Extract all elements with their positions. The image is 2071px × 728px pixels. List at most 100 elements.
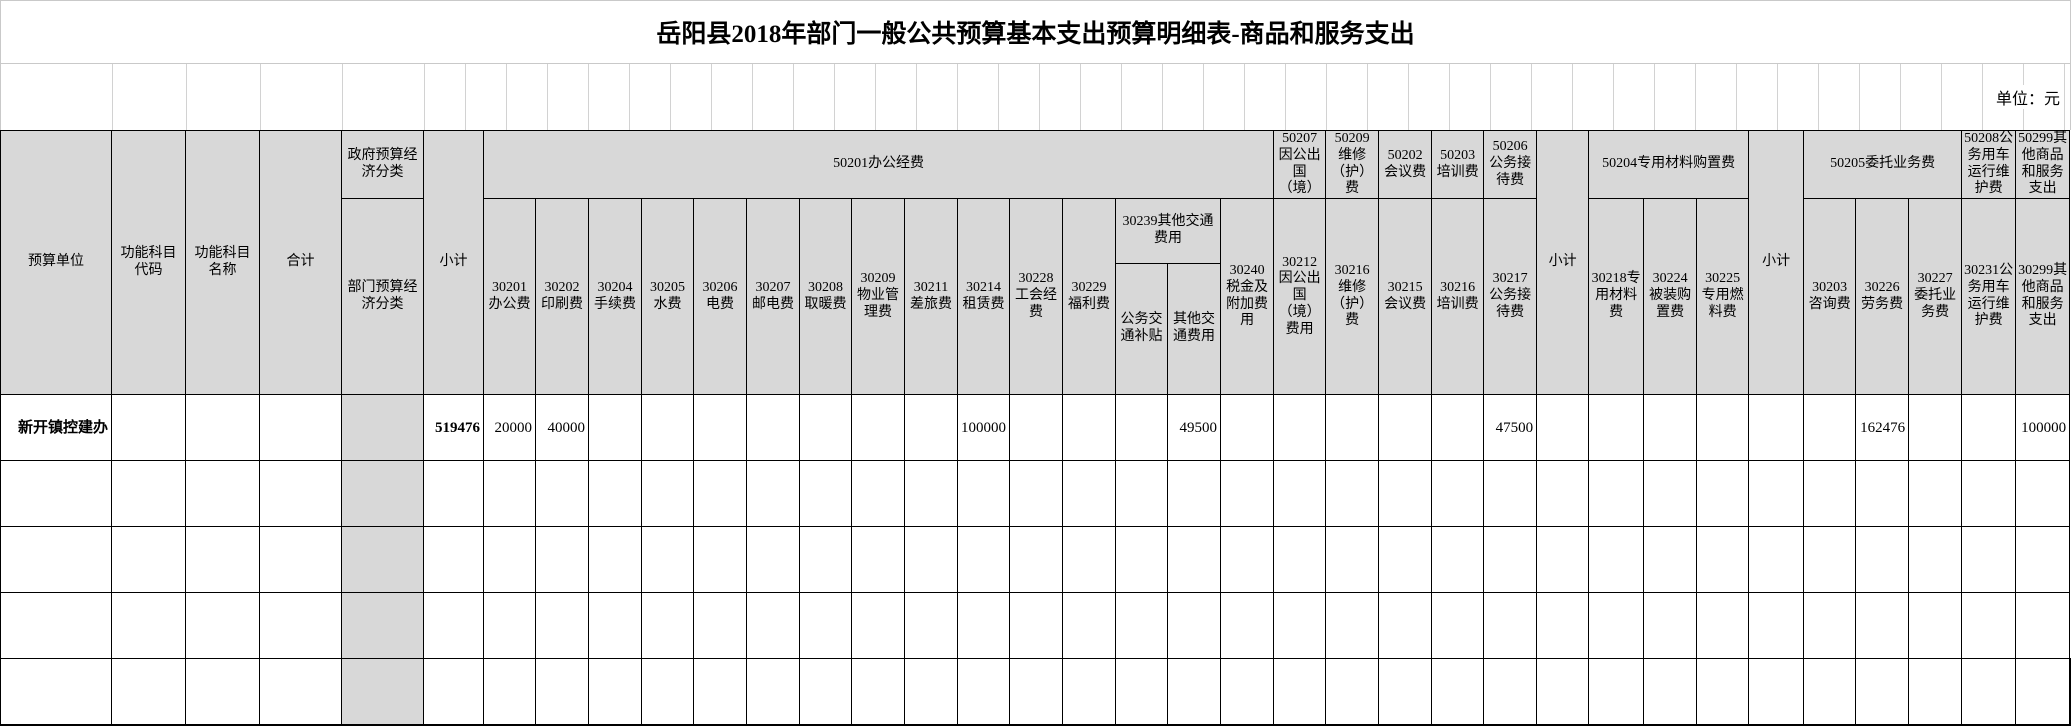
empty-cell: [1803, 460, 1857, 528]
empty-cell: [185, 460, 260, 528]
empty-cell: [1062, 526, 1116, 594]
empty-cell: [0, 460, 112, 528]
empty-cell: [1803, 394, 1857, 462]
col-header-30216-repair: 30216维修（护）费: [1325, 198, 1380, 396]
empty-cell: [1855, 526, 1910, 594]
empty-cell: [1325, 592, 1380, 660]
col-header-budget-unit: 预算单位: [0, 129, 112, 396]
empty-cell: [1748, 394, 1805, 462]
empty-cell: [0, 658, 112, 726]
col-header-30218: 30218专用材料费: [1588, 198, 1645, 396]
empty-cell: [746, 394, 800, 462]
empty-cell: [1325, 658, 1380, 726]
empty-cell: [588, 460, 642, 528]
empty-cell: [259, 658, 342, 726]
col-header-30215: 30215会议费: [1378, 198, 1433, 396]
empty-cell: [535, 526, 589, 594]
empty-cell: [799, 526, 852, 594]
table-row-empty: [0, 526, 2071, 594]
col-header-30224: 30224被装购置费: [1643, 198, 1698, 396]
empty-cell: [693, 394, 747, 462]
empty-cell: [1378, 460, 1433, 528]
empty-cell: [1325, 460, 1380, 528]
empty-cell: [1536, 460, 1590, 528]
col-header-30231: 30231公务用车运行维护费: [1961, 198, 2017, 396]
econ-class-cell: [341, 460, 424, 528]
empty-cell: [1643, 658, 1698, 726]
empty-cell: [1378, 526, 1433, 594]
empty-cell: [1748, 460, 1805, 528]
empty-cell: [0, 526, 112, 594]
empty-cell: [851, 526, 905, 594]
empty-cell: [423, 658, 484, 726]
empty-cell: [1803, 658, 1857, 726]
empty-cell: [259, 526, 342, 594]
title-row: 岳阳县2018年部门一般公共预算基本支出预算明细表-商品和服务支出: [0, 0, 2071, 64]
empty-cell: [1696, 460, 1750, 528]
empty-cell: [1009, 592, 1063, 660]
empty-cell: [1431, 592, 1485, 660]
group-header-50207: 50207因公出国（境）: [1273, 129, 1327, 200]
empty-cell: [1115, 592, 1168, 660]
col-header-30202: 30202印刷费: [535, 198, 589, 396]
empty-cell: [1908, 394, 1963, 462]
empty-cell: [1748, 592, 1805, 660]
empty-cell: [2015, 658, 2071, 726]
col-header-30201: 30201办公费: [483, 198, 536, 396]
empty-cell: [1588, 460, 1645, 528]
empty-cell: [483, 592, 536, 660]
gridline-overlay: [424, 64, 2070, 130]
econ-class-cell: [341, 658, 424, 726]
empty-cell: [111, 658, 186, 726]
col-header-30239: 30239其他交通费用: [1115, 198, 1221, 265]
empty-cell: [483, 526, 536, 594]
cell-30299: 100000: [2015, 394, 2071, 462]
empty-cell: [1219, 592, 1275, 660]
empty-cell: [1748, 526, 1805, 594]
header-row-groups: 预算单位 功能科目代码 功能科目名称 合计 政府预算经济分类 小计 50201办…: [0, 129, 2071, 396]
col-header-30226: 30226劳务费: [1855, 198, 1910, 396]
empty-cell: [851, 592, 905, 660]
col-header-30214: 30214租赁费: [957, 198, 1010, 396]
empty-cell: [1167, 460, 1221, 528]
col-header-30205: 30205水费: [641, 198, 694, 396]
empty-cell: [746, 460, 800, 528]
cell-30226: 162476: [1855, 394, 1910, 462]
empty-cell: [1431, 460, 1485, 528]
empty-cell: [641, 394, 694, 462]
cell-30214: 100000: [957, 394, 1010, 462]
empty-cell: [1643, 460, 1698, 528]
col-header-30217: 30217公务接待费: [1483, 198, 1538, 396]
empty-cell: [185, 592, 260, 660]
empty-cell: [1062, 592, 1116, 660]
empty-cell: [1431, 526, 1485, 594]
empty-cell: [1696, 394, 1750, 462]
empty-cell: [851, 658, 905, 726]
empty-cell: [1855, 592, 1910, 660]
gridline: [112, 64, 113, 130]
empty-cell: [1588, 526, 1645, 594]
group-header-50204: 50204专用材料购置费: [1588, 129, 1750, 200]
empty-cell: [1855, 658, 1910, 726]
empty-cell: [1855, 460, 1910, 528]
empty-cell: [746, 592, 800, 660]
header-row-subcolumns: 部门预算经济分类 30201办公费 30202印刷费 30204手续费 3020…: [1, 198, 2071, 396]
empty-cell: [904, 460, 958, 528]
empty-cell: [1961, 394, 2017, 462]
empty-cell: [1643, 526, 1698, 594]
empty-cell: [1273, 394, 1327, 462]
empty-cell: [111, 394, 186, 462]
empty-cell: [1115, 658, 1168, 726]
empty-cell: [1908, 592, 1963, 660]
empty-cell: [1009, 394, 1063, 462]
empty-cell: [259, 460, 342, 528]
empty-cell: [1325, 394, 1380, 462]
empty-cell: [1908, 526, 1963, 594]
empty-cell: [111, 592, 186, 660]
empty-cell: [1009, 658, 1063, 726]
col-header-30203: 30203咨询费: [1803, 198, 1857, 396]
col-header-total: 合计: [259, 129, 342, 396]
empty-cell: [1696, 592, 1750, 660]
empty-cell: [641, 592, 694, 660]
